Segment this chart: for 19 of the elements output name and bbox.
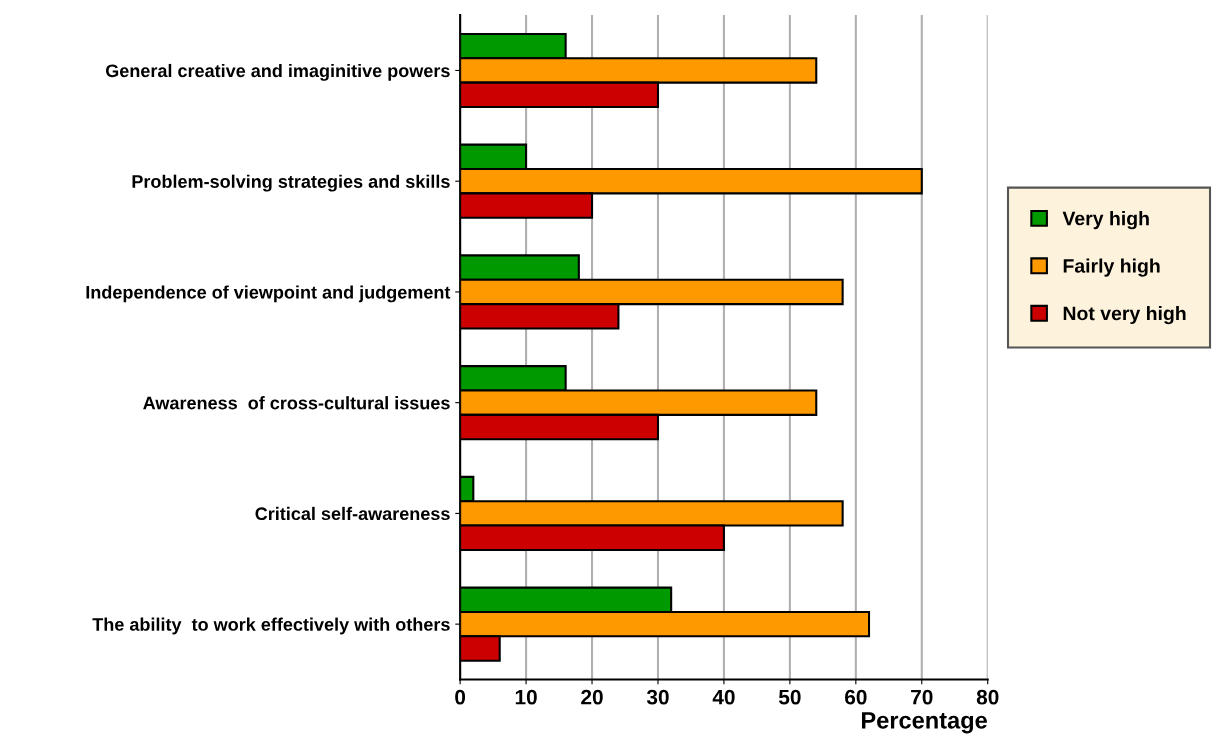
x-tick-label: 60 bbox=[845, 689, 867, 705]
x-tick-label: 20 bbox=[581, 689, 603, 705]
legend-label: Very high bbox=[1062, 211, 1149, 230]
x-tick-label: 30 bbox=[646, 689, 669, 705]
legend-label: Fairly high bbox=[1063, 258, 1160, 277]
x-tick-label: 10 bbox=[515, 689, 537, 705]
y-tick-label: Problem-solving strategies and skills bbox=[132, 174, 450, 192]
y-tick-label: Awareness of cross-cultural issues bbox=[143, 396, 450, 410]
legend-label: Not very high bbox=[1063, 306, 1186, 325]
y-tick-label: Critical self-awareness bbox=[255, 506, 450, 521]
y-tick-label: The ability to work effectively with others bbox=[92, 617, 450, 635]
x-tick-label: 80 bbox=[976, 689, 999, 705]
x-tick-label: 50 bbox=[778, 689, 801, 705]
x-tick-label: 70 bbox=[911, 689, 933, 705]
y-tick-label: Independence of viewpoint and judgement bbox=[86, 285, 451, 303]
x-tick-label: 40 bbox=[712, 689, 735, 705]
x-axis-title: Percentage bbox=[862, 712, 987, 734]
x-tick-label: 0 bbox=[455, 689, 466, 705]
y-tick-label: General creative and imaginitive powers bbox=[105, 63, 450, 81]
